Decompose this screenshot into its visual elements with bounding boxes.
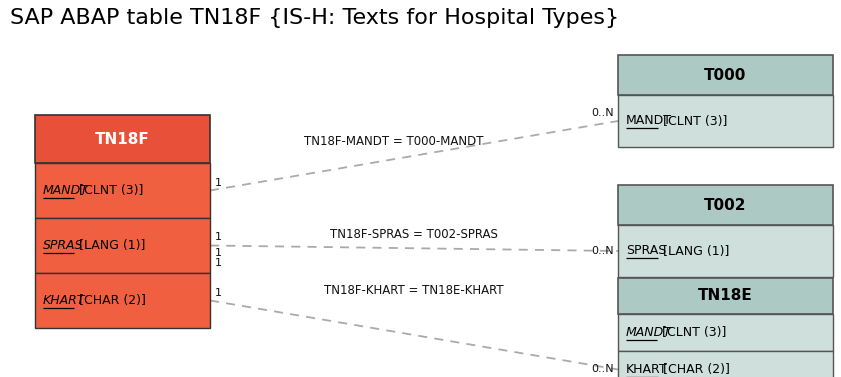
Bar [618,55,833,95]
Text: [LANG (1)]: [LANG (1)] [659,245,730,257]
Text: 0..N: 0..N [591,365,614,374]
Text: [CHAR (2)]: [CHAR (2)] [659,363,730,376]
Text: SPRAS: SPRAS [43,239,83,252]
Text: 1: 1 [215,247,222,257]
Text: T002: T002 [704,198,747,213]
Text: [CLNT (3)]: [CLNT (3)] [75,184,143,197]
Bar [35,273,210,328]
Text: TN18F-SPRAS = T002-SPRAS: TN18F-SPRAS = T002-SPRAS [330,228,498,242]
Bar [618,351,833,377]
Text: 1: 1 [215,178,222,187]
Text: MANDT: MANDT [626,115,672,127]
Text: KHART: KHART [43,294,86,307]
Text: 1: 1 [215,288,222,297]
Bar [35,115,210,163]
Bar [35,163,210,218]
Text: SAP ABAP table TN18F {IS-H: Texts for Hospital Types}: SAP ABAP table TN18F {IS-H: Texts for Ho… [10,8,619,28]
Text: 0..N: 0..N [591,108,614,118]
Text: SPRAS: SPRAS [626,245,666,257]
Bar [618,225,833,277]
Text: 0..N: 0..N [591,246,614,256]
Text: [LANG (1)]: [LANG (1)] [75,239,145,252]
Bar [618,278,833,314]
Text: MANDT: MANDT [43,184,89,197]
Bar [618,185,833,225]
Text: TN18F-KHART = TN18E-KHART: TN18F-KHART = TN18E-KHART [324,284,504,296]
Text: [CLNT (3)]: [CLNT (3)] [659,115,727,127]
Text: KHART: KHART [626,363,668,376]
Bar [35,218,210,273]
Text: TN18E: TN18E [698,288,753,303]
Text: MANDT: MANDT [626,326,672,339]
Bar [618,95,833,147]
Text: [CLNT (3)]: [CLNT (3)] [658,326,727,339]
Text: T000: T000 [704,67,747,83]
Bar [618,314,833,351]
Text: TN18F: TN18F [95,132,150,147]
Text: [CHAR (2)]: [CHAR (2)] [75,294,145,307]
Text: 1: 1 [215,257,222,268]
Text: 1: 1 [215,233,222,242]
Text: TN18F-MANDT = T000-MANDT: TN18F-MANDT = T000-MANDT [304,135,484,148]
